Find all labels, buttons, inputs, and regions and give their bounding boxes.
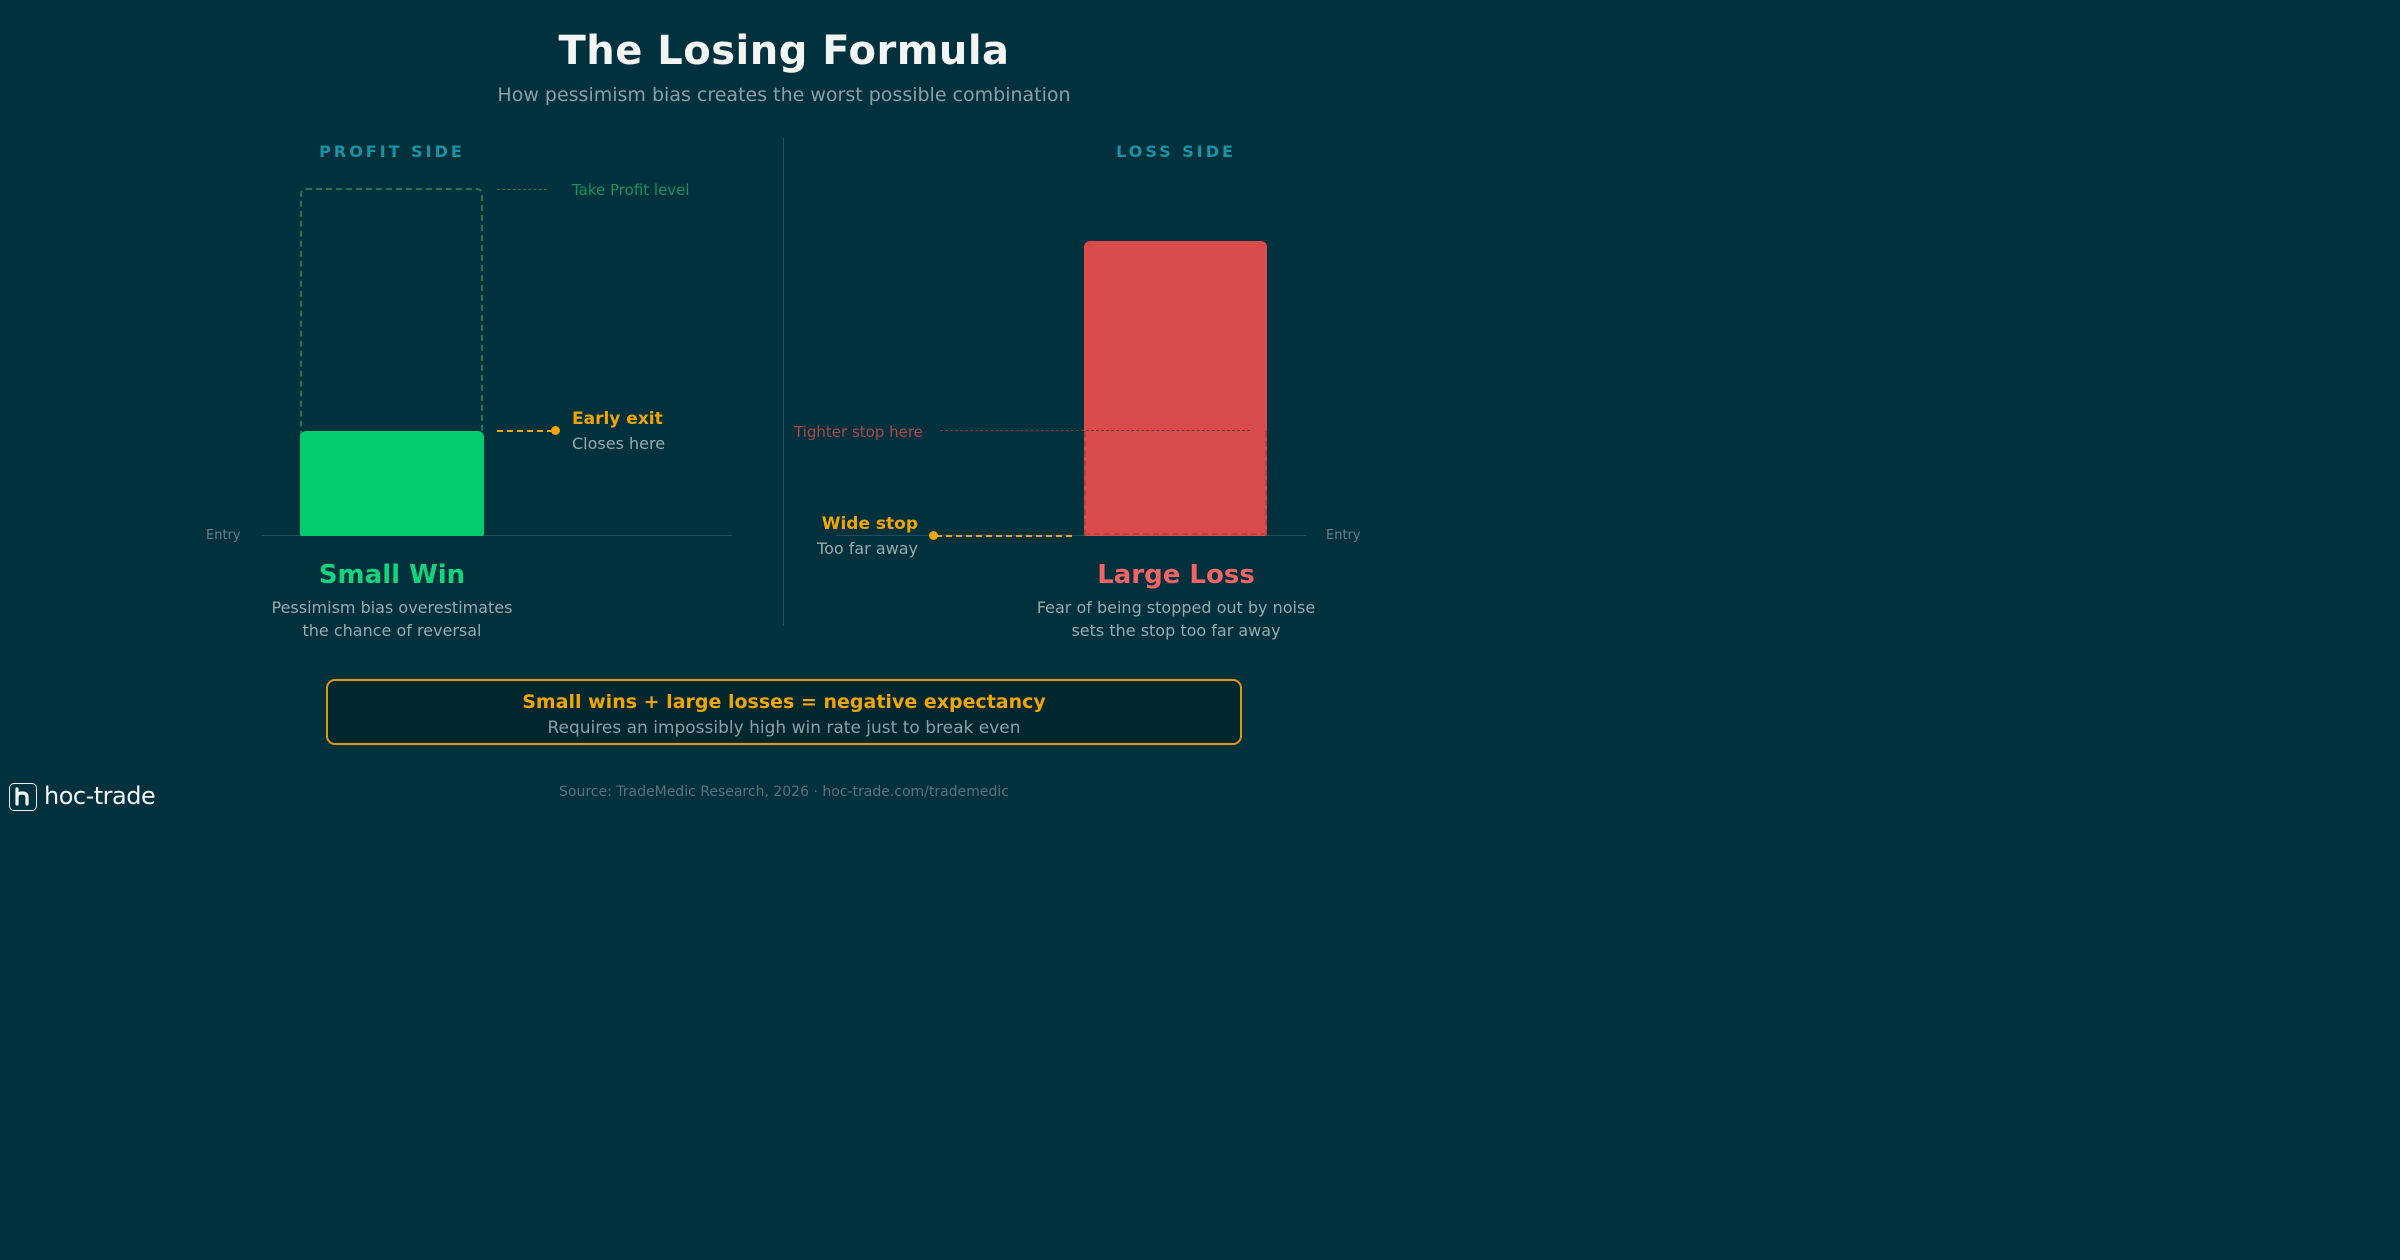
loss-entry-label: Entry [1326,528,1361,543]
tighter-stop-label: Tighter stop here [794,423,923,441]
summary-callout-box [326,679,1242,745]
hoc-trade-logo-icon [9,783,37,811]
small-win-bar [300,431,484,536]
page-title: The Losing Formula [558,28,1010,74]
loss-side-label: LOSS SIDE [1116,142,1236,161]
small-win-description-line1: Pessimism bias overestimates [271,598,513,617]
source-footnote: Source: TradeMedic Research, 2026 · hoc-… [559,784,1009,800]
take-profit-label: Take Profit level [572,181,690,199]
profit-side-label: PROFIT SIDE [319,142,465,161]
small-win-title: Small Win [318,560,466,590]
early-exit-marker-dot [551,426,560,435]
profit-entry-baseline [262,535,732,536]
tighter-stop-zone-outline [1084,431,1267,535]
wide-stop-marker-dot [929,531,938,540]
large-loss-bar [1084,241,1267,536]
take-profit-leader-line [497,189,547,190]
take-profit-target-outline [300,188,483,535]
early-exit-leader-line [497,430,553,432]
early-exit-subtitle: Closes here [572,434,666,453]
profit-entry-label: Entry [206,528,241,543]
center-divider [783,138,784,626]
small-win-description-line2: the chance of reversal [302,621,482,640]
wide-stop-subtitle: Too far away [817,539,918,558]
large-loss-description-line1: Fear of being stopped out by noise [1036,598,1316,617]
hoc-trade-logo-text: hoc-trade [44,782,156,810]
summary-title: Small wins + large losses = negative exp… [522,691,1046,713]
large-loss-description-line2: sets the stop too far away [1071,621,1281,640]
wide-stop-leader-line [936,535,1072,537]
page-subtitle: How pessimism bias creates the worst pos… [497,84,1071,106]
tighter-stop-line [940,430,1250,431]
wide-stop-title: Wide stop [821,514,918,534]
summary-subtitle: Requires an impossibly high win rate jus… [547,718,1021,738]
early-exit-title: Early exit [572,409,663,429]
large-loss-title: Large Loss [1097,560,1255,590]
